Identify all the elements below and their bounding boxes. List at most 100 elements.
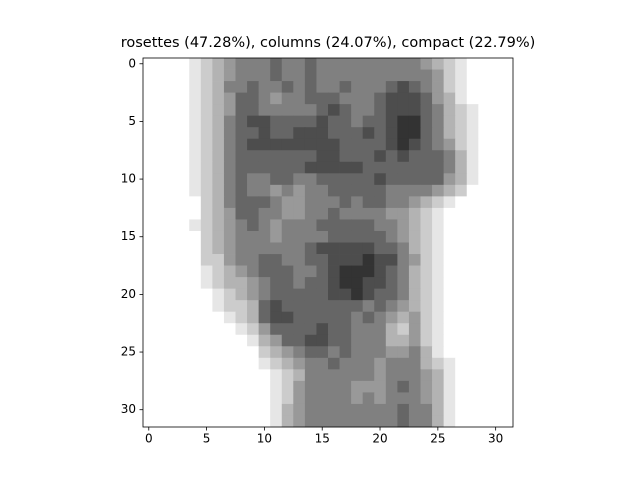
pixel xyxy=(258,380,271,393)
pixel xyxy=(432,300,445,313)
pixel xyxy=(200,392,213,405)
pixel xyxy=(223,196,236,209)
pixel xyxy=(362,138,375,151)
pixel xyxy=(501,403,514,416)
pixel xyxy=(304,334,317,347)
pixel xyxy=(374,184,387,197)
pixel xyxy=(235,403,248,416)
pixel xyxy=(351,415,364,428)
pixel xyxy=(432,150,445,163)
pixel xyxy=(478,138,491,151)
pixel xyxy=(143,219,155,232)
pixel xyxy=(143,311,155,324)
pixel xyxy=(316,369,329,382)
pixel xyxy=(200,254,213,266)
pixel xyxy=(339,81,352,93)
pixel xyxy=(247,311,260,324)
pixel xyxy=(478,161,491,174)
pixel xyxy=(166,357,179,370)
pixel xyxy=(281,334,294,347)
pixel xyxy=(455,138,468,151)
pixel xyxy=(328,380,340,393)
pixel xyxy=(270,173,283,186)
pixel xyxy=(177,207,190,220)
pixel xyxy=(466,403,479,416)
pixel xyxy=(293,265,306,278)
pixel xyxy=(408,265,421,278)
pixel xyxy=(223,254,236,266)
pixel xyxy=(316,357,329,370)
pixel xyxy=(177,369,190,382)
pixel xyxy=(189,369,202,382)
pixel xyxy=(166,265,179,278)
pixel xyxy=(466,323,479,336)
pixel xyxy=(455,230,468,243)
x-tick-label: 30 xyxy=(488,432,503,446)
pixel xyxy=(351,230,364,243)
pixel xyxy=(235,346,248,359)
pixel xyxy=(154,288,167,301)
pixel xyxy=(397,173,410,186)
pixel xyxy=(385,58,398,70)
pixel xyxy=(374,127,387,140)
pixel xyxy=(293,69,306,82)
pixel xyxy=(247,207,260,220)
pixel xyxy=(489,196,502,209)
pixel xyxy=(478,265,491,278)
pixel xyxy=(293,207,306,220)
pixel xyxy=(235,58,248,70)
pixel xyxy=(455,415,468,428)
pixel xyxy=(466,265,479,278)
pixel xyxy=(270,58,283,70)
pixel xyxy=(455,254,468,266)
pixel xyxy=(478,311,491,324)
pixel xyxy=(177,104,190,117)
pixel xyxy=(478,184,491,197)
pixel xyxy=(166,254,179,266)
pixel xyxy=(223,392,236,405)
pixel xyxy=(501,92,514,105)
pixel xyxy=(489,277,502,290)
pixel xyxy=(501,207,514,220)
pixel xyxy=(281,323,294,336)
pixel xyxy=(247,104,260,117)
pixel xyxy=(328,104,340,117)
pixel xyxy=(455,219,468,232)
pixel xyxy=(489,392,502,405)
pixel xyxy=(200,415,213,428)
pixel xyxy=(270,403,283,416)
pixel xyxy=(455,150,468,163)
x-tick-label: 0 xyxy=(145,432,153,446)
pixel xyxy=(200,357,213,370)
pixel xyxy=(200,288,213,301)
pixel xyxy=(489,369,502,382)
pixel xyxy=(166,242,179,255)
pixel xyxy=(408,369,421,382)
pixel xyxy=(143,288,155,301)
pixel xyxy=(432,115,445,128)
pixel xyxy=(154,415,167,428)
pixel xyxy=(385,380,398,393)
pixel xyxy=(293,242,306,255)
pixel xyxy=(304,323,317,336)
pixel xyxy=(489,69,502,82)
pixel xyxy=(304,392,317,405)
pixel xyxy=(339,115,352,128)
pixel xyxy=(374,173,387,186)
pixel xyxy=(154,58,167,70)
pixel xyxy=(374,161,387,174)
pixel xyxy=(143,138,155,151)
pixel xyxy=(432,392,445,405)
pixel xyxy=(212,380,225,393)
pixel xyxy=(166,230,179,243)
pixel xyxy=(443,357,456,370)
pixel xyxy=(385,242,398,255)
pixel xyxy=(397,161,410,174)
pixel xyxy=(258,184,271,197)
pixel xyxy=(293,311,306,324)
pixel xyxy=(293,58,306,70)
pixel xyxy=(466,104,479,117)
pixel xyxy=(408,81,421,93)
pixel xyxy=(328,127,340,140)
pixel xyxy=(166,369,179,382)
